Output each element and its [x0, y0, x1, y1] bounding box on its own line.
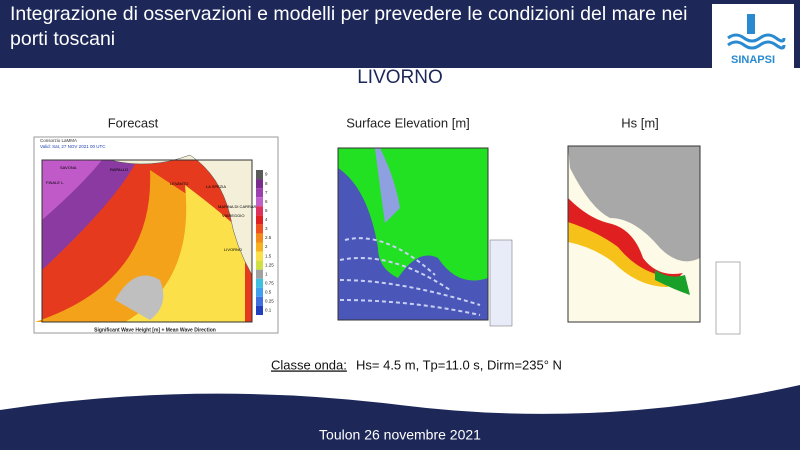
- wave-class-text: Hs= 4.5 m, Tp=11.0 s, Dirm=235° N: [356, 357, 562, 372]
- legend-label: 1.25: [265, 262, 274, 267]
- panel-title: Hs [m]: [621, 115, 659, 130]
- legend-label: 7: [265, 190, 268, 195]
- logo-tower: [747, 14, 755, 34]
- legend-label: 0.5: [265, 290, 272, 295]
- legend-label: 6: [265, 199, 268, 204]
- plot-frame: [567, 145, 701, 323]
- plot-frame: [337, 147, 489, 321]
- footer-wave: [0, 385, 800, 450]
- legend-label: 3: [265, 226, 268, 231]
- legend-swatch: [256, 287, 263, 297]
- map-caption: Significant Wave Height [m] + Mean Wave …: [94, 327, 216, 333]
- land: [338, 148, 488, 281]
- legend-label: 4: [265, 217, 268, 222]
- location: LIVORNO: [357, 67, 443, 88]
- legend-swatch: [256, 242, 263, 252]
- legend-label: 1: [265, 271, 268, 276]
- place: LIVORNO: [224, 247, 242, 252]
- elevation-map: [322, 138, 514, 336]
- land: [568, 146, 700, 262]
- legend: [715, 261, 741, 335]
- panel-title: Surface Elevation [m]: [346, 115, 470, 130]
- wave-band: [125, 185, 245, 322]
- legend-swatch: [256, 233, 263, 243]
- legend-label: 2: [265, 244, 268, 249]
- legend-label: 0.25: [265, 299, 274, 304]
- place: VIAREGGIO: [222, 213, 244, 218]
- legend-swatch: [256, 179, 263, 189]
- legend-swatch: [256, 188, 263, 198]
- legend-label: 2.5: [265, 235, 272, 240]
- forecast-map: Consorzio LaMMA Valid: Sat, 27 NOV 2021 …: [33, 136, 279, 334]
- legend-swatch: [256, 170, 263, 180]
- legend-label: 0.1: [265, 308, 272, 313]
- place: MARINA DI CARRARA: [218, 204, 259, 209]
- logo-text: SINAPSI: [731, 54, 775, 66]
- wave-band: [568, 222, 668, 287]
- panel-title: Forecast: [108, 115, 159, 130]
- place: LA SPEZIA: [206, 184, 226, 189]
- footer-text: Toulon 26 novembre 2021: [319, 427, 481, 443]
- legend-label: 9: [265, 172, 268, 177]
- map-info: Consorzio LaMMA: [40, 138, 77, 143]
- header-bar: [0, 0, 800, 68]
- place: RAPALLO: [110, 167, 128, 172]
- slide-title: Integrazione di osservazioni e modelli p…: [10, 3, 688, 50]
- title-box: Integrazione di osservazioni e modelli p…: [10, 3, 688, 50]
- legend-swatch: [256, 260, 263, 270]
- legend-label: 5: [265, 208, 268, 213]
- legend-label: 8: [265, 181, 268, 186]
- legend: 9 8 7 6 5 4 3 2.5 2 1.5 1.25 1 0.75 0.5 0.25 0.1: [256, 170, 274, 315]
- legend-swatch: [256, 305, 263, 315]
- legend-label: 0.75: [265, 280, 274, 285]
- wave-texture: [339, 237, 481, 316]
- wave-band: [42, 160, 102, 220]
- legend-swatch: [256, 251, 263, 261]
- legend-swatch: [256, 206, 263, 216]
- wave-class-label: Classe onda:: [271, 357, 347, 372]
- wave-band: [115, 275, 164, 320]
- legend-label: 1.5: [265, 253, 272, 258]
- place: SAVONA: [60, 165, 77, 170]
- wave-band: [568, 198, 683, 283]
- hs-map: [555, 138, 741, 336]
- wave-band: [655, 270, 690, 295]
- logo-wave: [727, 33, 786, 43]
- harbor: [375, 148, 400, 223]
- land: [109, 154, 253, 276]
- plot-frame: [41, 159, 253, 323]
- place: FINALE L.: [46, 180, 64, 185]
- place: LEVANTO: [170, 181, 188, 186]
- map-valid: Valid: Sat, 27 NOV 2021 00 UTC: [40, 144, 106, 149]
- legend-swatch: [256, 224, 263, 234]
- logo: SINAPSI: [727, 14, 786, 66]
- legend: [489, 239, 513, 327]
- legend-swatch: [256, 269, 263, 279]
- legend-swatch: [256, 215, 263, 225]
- legend-swatch: [256, 278, 263, 288]
- legend-swatch: [256, 296, 263, 306]
- legend-swatch: [256, 197, 263, 207]
- logo-wave: [727, 40, 786, 50]
